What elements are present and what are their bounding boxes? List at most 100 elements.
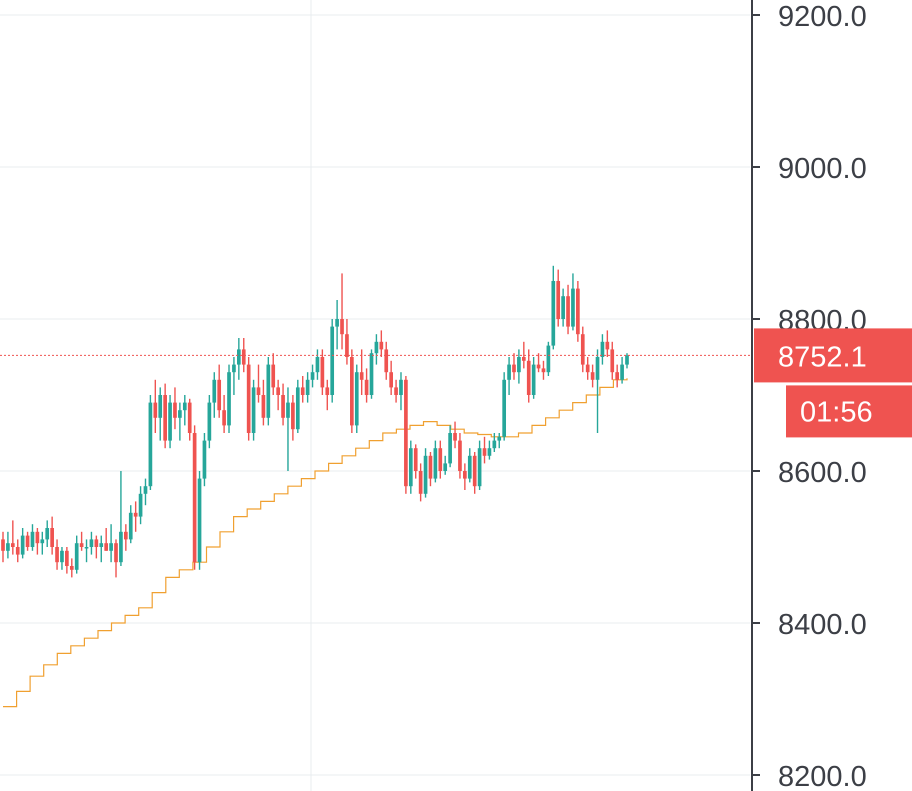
- candle-body: [261, 395, 266, 418]
- candle: [74, 535, 79, 574]
- candle: [237, 338, 241, 380]
- candle-body: [463, 471, 467, 479]
- candle: [472, 452, 477, 494]
- candle: [89, 531, 94, 555]
- candle: [502, 372, 507, 441]
- tick-label-4: 8400.0: [778, 609, 867, 641]
- candle: [477, 440, 482, 490]
- candle: [448, 425, 452, 468]
- candle-body: [502, 379, 507, 437]
- candle-body: [389, 372, 393, 388]
- countdown-badge-bg: [786, 385, 912, 438]
- candle: [463, 463, 467, 490]
- candle-body: [453, 433, 457, 441]
- candle: [281, 383, 285, 426]
- candle: [30, 524, 35, 551]
- candle: [585, 357, 590, 380]
- candle-body: [10, 543, 15, 547]
- candle: [1, 531, 5, 563]
- candle-body: [625, 355, 629, 365]
- candle: [271, 353, 276, 395]
- candle-body: [467, 455, 472, 479]
- candle: [158, 387, 163, 441]
- candle: [222, 395, 226, 433]
- candle: [50, 516, 54, 555]
- candle-body: [472, 455, 477, 487]
- candle-body: [227, 372, 231, 426]
- candle: [443, 455, 448, 475]
- candle-body: [595, 357, 600, 380]
- candle: [25, 531, 30, 551]
- candle: [467, 448, 472, 483]
- candle-body: [178, 410, 182, 418]
- candle-body: [55, 547, 59, 563]
- candle: [615, 364, 620, 388]
- candle: [325, 379, 330, 411]
- candle-body: [492, 440, 497, 449]
- candle-body: [94, 539, 99, 547]
- candle-body: [202, 440, 207, 479]
- candle-body: [192, 433, 197, 563]
- candle: [133, 501, 138, 532]
- candle: [541, 360, 546, 380]
- candle: [251, 379, 256, 441]
- candle: [531, 357, 536, 399]
- candle-body: [531, 364, 536, 395]
- candle: [10, 520, 15, 555]
- candle-body: [335, 319, 339, 327]
- candle: [173, 387, 177, 430]
- candle: [128, 505, 133, 544]
- current-price-badge-bg: [754, 328, 912, 383]
- candle-body: [448, 433, 452, 464]
- candle-body: [1, 539, 5, 551]
- candle: [433, 440, 438, 483]
- candle-body: [374, 341, 379, 354]
- candle: [232, 357, 236, 395]
- candle: [40, 531, 45, 555]
- candle-body: [571, 288, 575, 327]
- candle-body: [251, 387, 256, 433]
- moving-average-layer: [3, 378, 628, 708]
- candle: [212, 372, 217, 418]
- candle-body: [482, 448, 487, 456]
- candle-body: [168, 402, 172, 441]
- candle-body: [256, 387, 261, 395]
- candle-body: [40, 539, 45, 544]
- candle: [487, 440, 492, 460]
- candle: [217, 364, 222, 418]
- candle-body: [79, 543, 84, 547]
- moving-average-line: [3, 378, 628, 708]
- candle: [384, 341, 389, 380]
- candle-body: [379, 341, 384, 350]
- candle-body: [60, 550, 64, 563]
- candle-body: [576, 288, 580, 335]
- candle: [354, 364, 359, 433]
- candle-body: [173, 402, 177, 418]
- candle: [556, 269, 561, 327]
- candle-body: [610, 349, 615, 373]
- candle: [20, 528, 25, 559]
- candle-body: [20, 535, 25, 555]
- candle: [182, 395, 187, 426]
- candle-body: [556, 281, 561, 319]
- candle: [143, 478, 148, 506]
- candle-body: [74, 543, 79, 570]
- candle-body: [114, 543, 118, 563]
- candle: [227, 364, 231, 433]
- candle: [295, 379, 300, 433]
- candle-body: [526, 360, 531, 395]
- candle: [310, 364, 315, 388]
- candle: [482, 436, 487, 464]
- candle: [389, 360, 393, 395]
- candle: [595, 349, 600, 433]
- candle: [438, 440, 443, 479]
- candle: [340, 273, 344, 350]
- candle-body: [487, 448, 492, 456]
- candle-body: [232, 364, 236, 373]
- candle-body: [241, 349, 246, 365]
- candle: [305, 372, 310, 403]
- candle-body: [580, 334, 585, 365]
